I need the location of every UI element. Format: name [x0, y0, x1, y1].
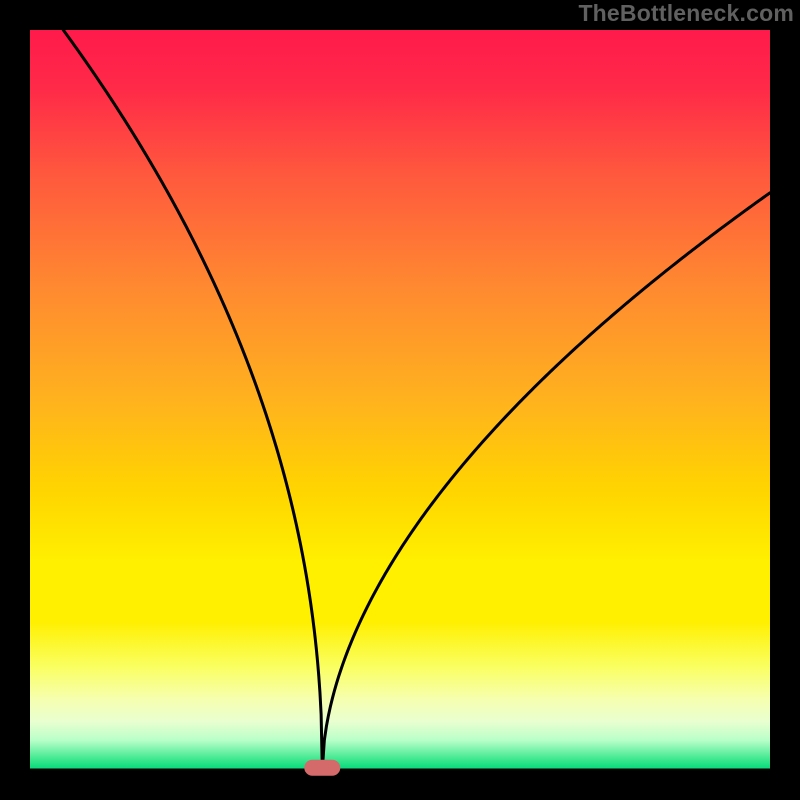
bottleneck-chart	[0, 0, 800, 800]
gradient-background	[30, 30, 770, 770]
chart-container: TheBottleneck.com	[0, 0, 800, 800]
optimal-marker	[304, 760, 340, 776]
